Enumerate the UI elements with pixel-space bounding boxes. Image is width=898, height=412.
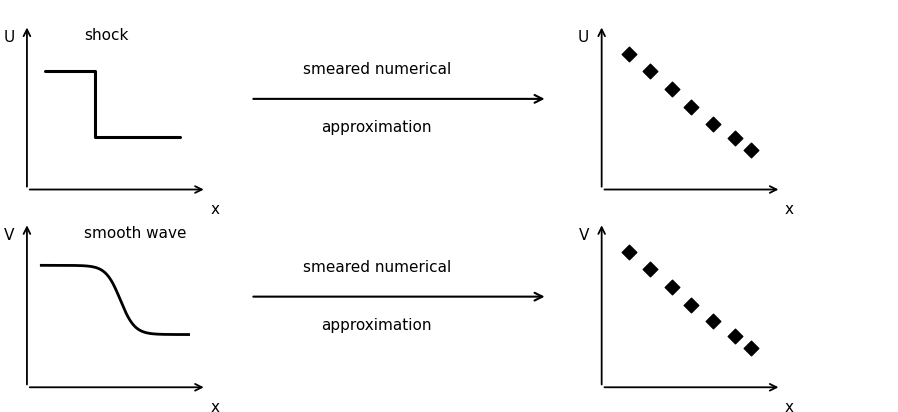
Point: [621, 51, 636, 58]
Text: V: V: [4, 228, 14, 243]
Point: [643, 68, 657, 74]
Text: x: x: [785, 400, 794, 412]
Point: [706, 120, 720, 127]
Point: [744, 147, 758, 153]
Text: x: x: [785, 202, 794, 217]
Point: [684, 104, 699, 110]
Point: [621, 249, 636, 255]
Text: V: V: [578, 228, 589, 243]
Text: shock: shock: [84, 28, 128, 43]
Point: [706, 318, 720, 325]
Point: [643, 265, 657, 272]
Text: smeared numerical: smeared numerical: [303, 63, 451, 77]
Point: [665, 86, 679, 92]
Text: x: x: [210, 202, 219, 217]
Point: [727, 135, 742, 142]
Text: approximation: approximation: [321, 318, 432, 333]
Text: smooth wave: smooth wave: [84, 226, 187, 241]
Text: approximation: approximation: [321, 120, 432, 135]
Point: [684, 302, 699, 308]
Point: [744, 344, 758, 351]
Text: x: x: [210, 400, 219, 412]
Text: smeared numerical: smeared numerical: [303, 260, 451, 275]
Text: U: U: [4, 30, 14, 45]
Text: U: U: [578, 30, 589, 45]
Point: [665, 283, 679, 290]
Point: [727, 333, 742, 339]
